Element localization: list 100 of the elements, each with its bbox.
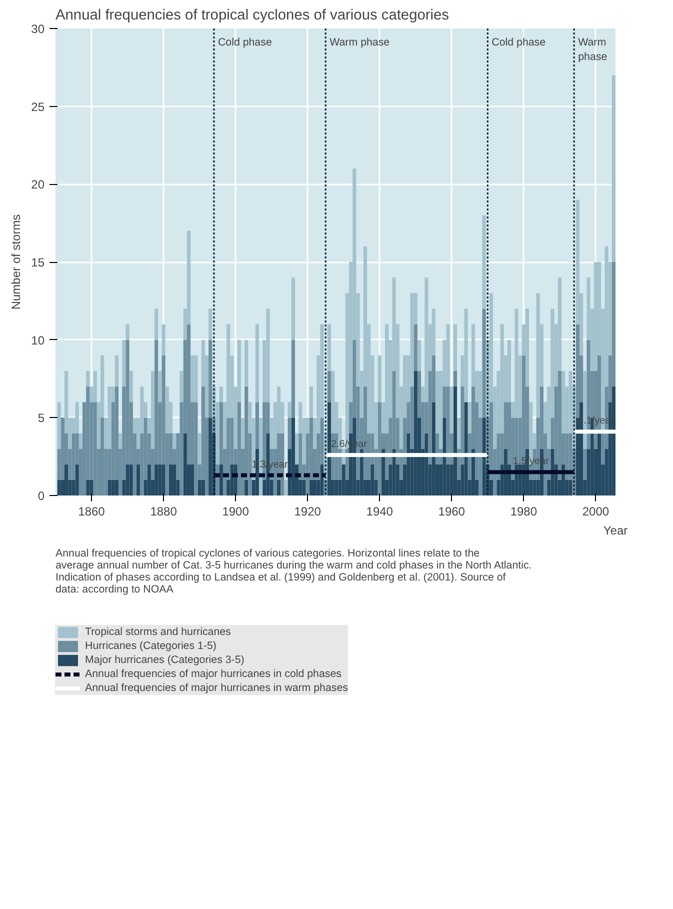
- bar: [93, 370, 97, 402]
- bar: [90, 480, 94, 496]
- x-tick-label: 1940: [366, 504, 394, 518]
- ref-line-label: Warm phase: [578, 36, 608, 63]
- bar: [457, 418, 461, 449]
- bar: [126, 324, 130, 340]
- bar: [172, 464, 176, 496]
- bar: [378, 355, 382, 402]
- bar: [194, 355, 198, 402]
- bar: [464, 308, 468, 402]
- bar: [108, 386, 112, 449]
- bar: [208, 308, 212, 340]
- x-axis-title: Year: [603, 524, 628, 538]
- bar: [194, 402, 198, 496]
- bar: [86, 370, 90, 387]
- legend-label: Annual frequencies of major hurricanes in cold phases: [85, 667, 342, 681]
- bar: [558, 370, 562, 480]
- x-tick-label: 2000: [582, 504, 610, 518]
- bar: [244, 340, 248, 387]
- text: Annual frequencies of tropical cyclones of various categories. Horizontal lines relate to the average annual number of Cat. 3-5 hurricanes during the warm and cold phases in the North Atlantic. Indication of phases according to Landsea et al. (1999) and Goldenberg et al. (2001). Source of data: according to NOAA: [56, 548, 532, 596]
- bar: [536, 293, 540, 418]
- bar: [108, 480, 112, 496]
- x-tick-label: 1860: [78, 504, 106, 518]
- bar: [75, 402, 79, 434]
- y-axis-title: Number of storms: [9, 214, 24, 310]
- bar: [244, 480, 248, 496]
- bar: [392, 448, 396, 496]
- bar: [100, 418, 104, 496]
- bar: [327, 370, 331, 402]
- bar: [284, 480, 288, 496]
- bar: [186, 324, 191, 464]
- bar: [453, 386, 458, 496]
- bar: [414, 324, 418, 371]
- y-tick-label: 25: [31, 100, 45, 114]
- bar: [468, 402, 472, 434]
- bar: [208, 418, 212, 496]
- bar: [60, 418, 65, 480]
- y-tick-label: 0: [38, 489, 45, 503]
- bar: [219, 464, 223, 496]
- bar: [168, 464, 173, 496]
- y-tick-label: 10: [31, 333, 45, 348]
- bar: [576, 324, 580, 418]
- x-tick-label: 1900: [222, 504, 250, 518]
- bar: [190, 464, 194, 496]
- bar: [114, 480, 119, 496]
- bar: [334, 480, 338, 496]
- bar: [561, 370, 566, 434]
- bar: [291, 340, 295, 418]
- bar: [72, 433, 76, 480]
- bar: [230, 464, 234, 496]
- bar: [417, 340, 422, 371]
- bar: [255, 402, 259, 449]
- bar: [114, 355, 119, 387]
- bar: [64, 464, 68, 496]
- bar: [312, 480, 317, 496]
- bar: [385, 324, 389, 434]
- bar: [162, 464, 166, 496]
- legend-label: Annual frequencies of major hurricanes in warm phases: [85, 681, 348, 695]
- bar: [165, 386, 169, 434]
- y-tick-label: 30: [31, 22, 45, 36]
- bar: [482, 308, 486, 418]
- bar: [180, 370, 184, 402]
- bar: [432, 402, 436, 496]
- bar: [93, 402, 97, 496]
- bar: [597, 433, 602, 496]
- bar: [482, 418, 486, 496]
- bar: [525, 308, 530, 387]
- x-tick-label: 1960: [438, 504, 466, 518]
- bar: [320, 464, 324, 496]
- bar: [453, 370, 458, 387]
- bar: [78, 433, 83, 449]
- bar: [118, 433, 122, 449]
- ref-line-label: Cold phase: [492, 36, 546, 48]
- bar: [154, 308, 158, 340]
- bar: [568, 480, 572, 496]
- bar: [237, 402, 241, 496]
- bar: [136, 464, 140, 496]
- bar: [198, 480, 202, 496]
- bar: [201, 480, 205, 496]
- bar: [288, 418, 292, 449]
- bar: [442, 418, 446, 496]
- bar: [240, 418, 245, 449]
- bar: [424, 278, 428, 402]
- legend-label: Tropical storms and hurricanes: [85, 625, 231, 639]
- bar: [86, 480, 90, 496]
- bar: [370, 464, 374, 496]
- bar: [162, 324, 166, 356]
- bar: [302, 480, 306, 496]
- y-tick-label: 15: [31, 256, 45, 270]
- bar: [331, 370, 335, 434]
- bar: [298, 433, 302, 480]
- bar: [190, 355, 194, 402]
- bar: [57, 480, 61, 496]
- bar: [266, 308, 270, 402]
- bar: [594, 262, 598, 371]
- y-tick-label: 5: [38, 411, 45, 426]
- x-tick-label: 1920: [294, 504, 322, 518]
- bar: [507, 340, 512, 402]
- bar: [172, 433, 176, 449]
- bar: [478, 370, 482, 418]
